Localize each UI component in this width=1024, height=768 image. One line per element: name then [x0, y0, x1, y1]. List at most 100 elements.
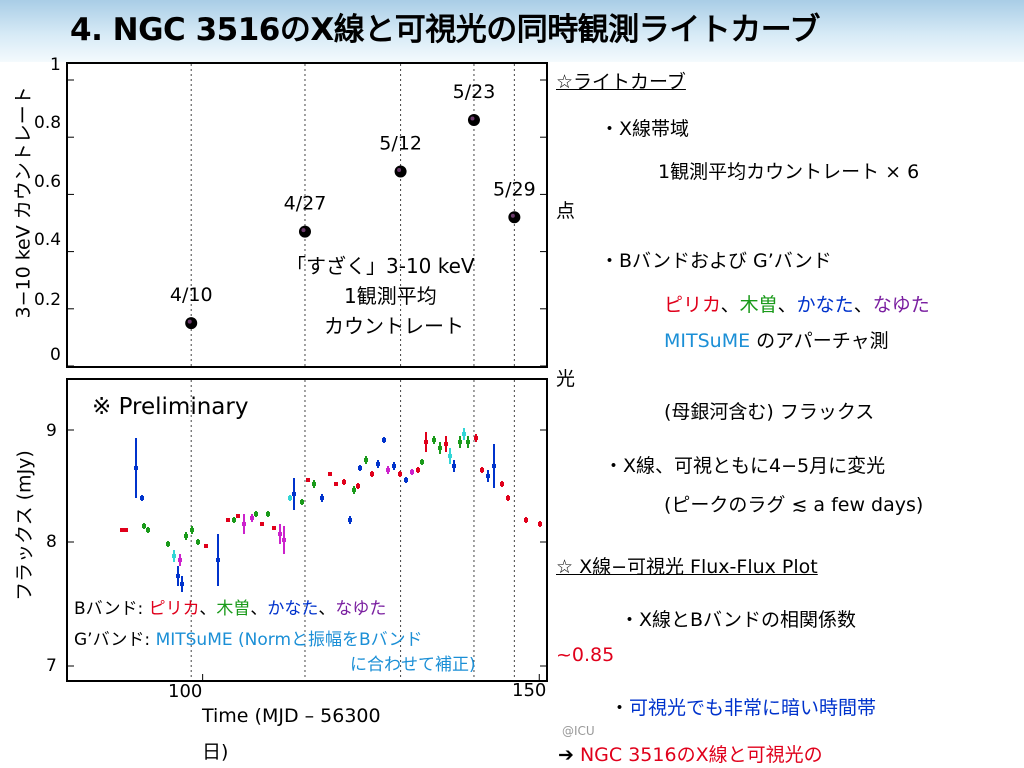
flux-point: [452, 464, 456, 468]
bottom-ytick-9: 9: [46, 421, 57, 441]
flux-point: [216, 558, 220, 562]
tel-mitsume: MITSuME: [664, 330, 751, 352]
top-chart-annotation-3: カウントレート: [324, 314, 464, 338]
top-ytick-0.2: 0.2: [34, 290, 62, 310]
flux-point: [334, 482, 338, 486]
top-chart-annotation-2: 1観測平均: [344, 284, 437, 308]
legend-line-1: Bバンド: ピリカ、木曽、かなた、なゆた: [74, 594, 386, 619]
flux-point: [142, 524, 146, 528]
obs-date-label: 5/23: [453, 81, 496, 103]
flux-point: [282, 538, 286, 542]
flux-point: [288, 496, 292, 500]
flux-point: [410, 470, 414, 474]
flux-point: [196, 540, 200, 544]
flux-point: [278, 532, 282, 536]
flux-point: [376, 462, 380, 466]
tel-kanata: かなた: [796, 294, 854, 316]
preliminary-note: ※ Preliminary: [92, 394, 249, 420]
flux-point: [260, 522, 264, 526]
flux-point: [272, 526, 276, 530]
flux-point: [398, 472, 402, 476]
top-ytick-0.6: 0.6: [34, 172, 62, 192]
legend-pirika: ピリカ: [148, 599, 200, 619]
corr-line: ・X線とBバンドの相関係数: [620, 609, 857, 631]
flux-point: [466, 440, 470, 444]
slide-title: 4. NGC 3516のX線と可視光の同時観測ライトカーブ: [70, 12, 820, 48]
flux-point: [134, 466, 138, 470]
top-chart: 4/10 4/27 5/12 5/23 5/29 「すざく」3-10 keV 1観測平均…: [66, 62, 548, 368]
bottom-ytick-7: 7: [46, 656, 57, 676]
flux-point: [180, 582, 184, 586]
sep: 、: [720, 294, 740, 316]
flux-point: [352, 488, 356, 492]
corr-value: ~0.85: [556, 644, 615, 666]
flux-point: [438, 446, 442, 450]
bottom-xlabel-1: Time (MJD – 56300: [202, 705, 381, 727]
flux-point: [370, 472, 374, 476]
flux-point: [416, 468, 420, 472]
dark-line: ・可視光でも非常に暗い時間帯: [610, 693, 876, 720]
legend-sep: 、: [250, 599, 268, 619]
bottom-xtick-100: 100: [168, 681, 203, 702]
top-chart-annotation-1: 「すざく」3-10 keV: [286, 254, 475, 278]
xray-band: ・X線帯域: [600, 118, 690, 140]
flux-point: [424, 440, 428, 444]
bottom-ytick-8: 8: [46, 532, 57, 552]
legend-b-prefix: Bバンド:: [74, 599, 149, 619]
flux-point: [462, 432, 466, 436]
flux-point: [176, 574, 180, 578]
xray-count-point: [298, 225, 311, 238]
top-ytick-0.8: 0.8: [34, 113, 62, 133]
flux-point: [232, 518, 236, 522]
xray-count-point: [394, 165, 407, 178]
flux-point: [538, 522, 542, 526]
flux-point: [312, 482, 316, 486]
top-ytick-0.4: 0.4: [34, 230, 62, 250]
flux-point: [474, 436, 478, 440]
bottom-xtick-150: 150: [512, 680, 547, 701]
flux-point: [300, 500, 304, 504]
lc-header: ☆ライトカーブ: [556, 71, 686, 93]
flux-point: [486, 474, 490, 478]
flux-point: [190, 528, 194, 532]
xray-count-point: [185, 317, 198, 330]
flux-point: [524, 518, 528, 522]
flux-point: [306, 478, 310, 482]
xray-count-point-highlight: [470, 116, 475, 121]
flux-point: [356, 484, 360, 488]
bottom-chart-svg: [68, 380, 546, 680]
flux-point: [140, 496, 144, 500]
flux-point: [236, 514, 240, 518]
flux-point: [458, 440, 462, 444]
flux-point: [382, 438, 386, 442]
arrow-icon: ➔: [558, 744, 574, 766]
flux-point: [444, 442, 448, 446]
xray-count-point-highlight: [510, 213, 515, 218]
xray-count-point: [467, 114, 480, 127]
legend-mitsume-2: に合わせて補正): [350, 655, 476, 675]
legend-mitsume: MITSuME (Normと振幅をBバンド: [155, 630, 423, 650]
flux-point: [204, 544, 208, 548]
conclusion-line: ➔ NGC 3516のX線と可視光の: [558, 740, 823, 767]
dark-text: 可視光でも非常に暗い時間帯: [629, 697, 877, 719]
top-ytick-1: 1: [50, 55, 61, 75]
flux-point: [172, 554, 176, 558]
mitsume-line: MITSuME のアパーチャ測: [664, 326, 889, 353]
sep: 、: [853, 294, 873, 316]
flux-point: [386, 468, 390, 472]
bg-band: ・Bバンドおよび G’バンド: [600, 250, 832, 272]
lag-line: (ピークのラグ ≲ a few days): [664, 494, 924, 516]
bottom-chart: ※ Preliminary Bバンド: ピリカ、木曽、かなた、なゆた G’バンド…: [66, 378, 548, 682]
obs-date-label: 4/10: [170, 284, 213, 306]
flux-point: [242, 522, 246, 526]
kou-text: 光: [556, 368, 576, 390]
legend-line-2: G’バンド: MITSuME (Normと振幅をBバンド: [74, 625, 423, 650]
xray-count-point-highlight: [187, 319, 192, 324]
conclusion-text: NGC 3516のX線と可視光の: [579, 744, 823, 766]
flux-point: [184, 534, 188, 538]
xray-desc: 1観測平均カウントレート × 6: [658, 161, 920, 183]
flux-point: [432, 438, 436, 442]
legend-sep: 、: [199, 599, 217, 619]
flux-point: [292, 492, 296, 496]
xray-count-point-highlight: [301, 228, 306, 233]
